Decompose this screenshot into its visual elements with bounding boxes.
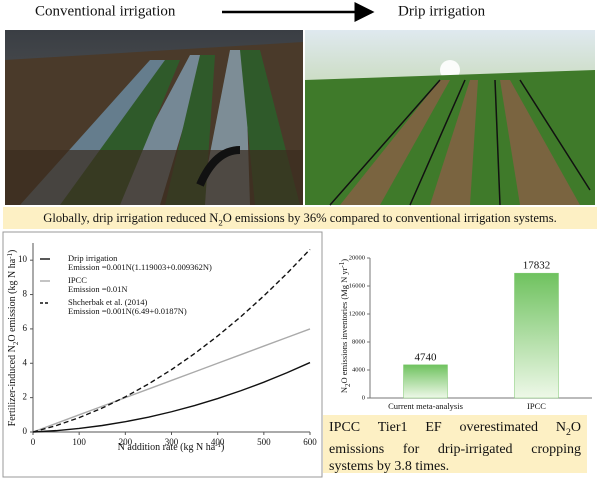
line [32,248,311,433]
x-tick-label: 600 [303,437,317,447]
banner-text: Globally, drip irrigation reduced N [43,211,219,225]
value-label: 4740 [415,351,438,363]
y-tick-label: 2 [23,392,28,402]
x-tick-label: 400 [211,437,225,447]
x-tick-label: Current meta-analysis [388,401,463,411]
axis-label-part: -1 [215,441,221,449]
axis-label: Fertilizer-induced N2O emission (kg N ha… [6,250,20,427]
y-tick-label: 8 [23,289,28,299]
photo-conventional [5,30,303,205]
conclusion-text: O emissions for drip-irrigated cropping … [329,420,581,474]
y-tick-label: 4000 [352,366,365,373]
conclusion-text: IPCC Tier1 EF overestimated N [329,420,566,435]
x-tick-label: 300 [165,437,179,447]
axis-label-part: O emissions inventories (Mg N yr [339,267,349,383]
y-tick-label: 4 [23,357,28,367]
x-tick-label: IPCC [527,401,546,411]
axis-label-part: ) [339,259,349,262]
legend-formula: Emission =0.001N(1.119003+0.009362N) [68,262,212,272]
x-tick-label: 200 [119,437,133,447]
axis-label: N2O emissions inventories (Mg N yr-1) [338,259,352,393]
banner-text: O emissions by 36% compared to conventio… [222,211,557,225]
bar [403,364,448,399]
line [32,328,311,433]
x-tick-label: 100 [72,437,86,447]
y-tick-label: 0 [23,426,28,436]
legend-formula: Emission =0.01N [68,284,128,294]
y-tick-label: 8000 [352,338,365,345]
y-tick-label: 10 [18,254,28,264]
legend-label: Drip irrigation [68,253,118,263]
axis-label-part: Fertilizer-induced N [7,345,18,426]
conclusion-sub: 2 [565,426,571,438]
chart-frame [2,231,323,478]
y-tick-label: 12000 [349,310,365,317]
legend-label: Shcherbak et al. (2014) [68,297,147,307]
y-tick-label: 20000 [349,254,365,261]
axis-label-part: N addition rate (kg N ha [118,442,216,453]
axis-label-part: 2 [12,341,20,345]
bar [514,272,559,399]
y-tick-label: 6 [23,323,28,333]
axis-label-part: O emission (kg N ha [7,258,18,341]
y-tick-label: 0 [362,394,365,401]
axis-label-part: ) [7,250,18,253]
legend-label: IPCC [68,275,87,285]
axis-label-part: N [339,387,349,393]
header-right: Drip irrigation [398,3,486,19]
axis-label-part: -1 [6,253,14,259]
x-tick-label: 500 [257,437,271,447]
axis-label-part: -1 [338,261,346,267]
axis-label: N addition rate (kg N ha-1) [118,441,225,454]
x-tick-label: 0 [31,437,36,447]
banner-sub: 2 [218,217,223,228]
header-left: Conventional irrigation [35,3,176,19]
line [32,361,311,433]
axis-label-part: 2 [344,383,352,387]
legend-formula: Emission =0.001N(6.49+0.0187N) [68,306,187,316]
banner: Globally, drip irrigation reduced N2O em… [3,207,597,229]
conclusion: IPCC Tier1 EF overestimated N2O emission… [323,415,587,474]
value-label: 17832 [523,260,551,272]
y-tick-label: 16000 [349,282,365,289]
axis-label-part: ) [221,442,224,453]
photo-drip [305,30,595,206]
